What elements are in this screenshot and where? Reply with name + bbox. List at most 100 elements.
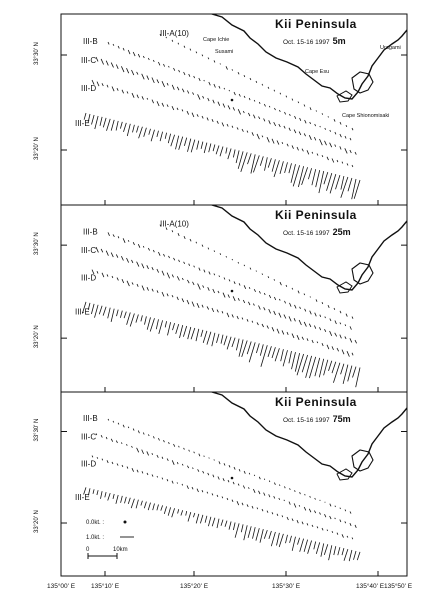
panel-frames — [60, 13, 408, 577]
velocity-vector — [195, 241, 197, 244]
velocity-vector — [156, 79, 160, 84]
velocity-vector — [253, 488, 256, 493]
velocity-vector — [217, 101, 221, 106]
velocity-vector — [156, 475, 158, 478]
velocity-vector — [115, 64, 119, 69]
velocity-vector — [263, 118, 266, 122]
velocity-vector — [177, 233, 180, 237]
velocity-vector — [316, 526, 319, 529]
velocity-vector — [288, 501, 291, 505]
velocity-vector — [223, 87, 226, 90]
velocity-vector — [189, 48, 192, 51]
velocity-vector — [311, 151, 314, 154]
velocity-vector — [115, 494, 119, 504]
velocity-vector — [127, 426, 130, 429]
panel-content: 33°30' N 33°20' N III-A(10) III-B III-C III-D… — [34, 14, 407, 576]
velocity-vector — [186, 485, 189, 489]
velocity-vector — [236, 127, 239, 130]
island-outline — [351, 71, 374, 94]
velocity-vector — [351, 127, 354, 131]
velocity-vector — [206, 331, 212, 345]
panel-depth: 75m — [333, 414, 351, 424]
velocity-vector — [207, 57, 210, 60]
velocity-vector — [283, 314, 287, 319]
velocity-vector — [107, 492, 111, 501]
velocity-vector — [183, 447, 185, 450]
transect-iii-a-10- — [159, 33, 354, 131]
velocity-vector — [278, 533, 284, 548]
velocity-vector — [211, 493, 214, 496]
lat-label: 33°20' N — [34, 510, 40, 533]
velocity-vector — [306, 150, 310, 155]
velocity-vector — [255, 270, 257, 272]
velocity-vector — [192, 92, 195, 95]
transect-iii-c — [95, 246, 357, 344]
velocity-vector — [131, 259, 134, 264]
velocity-vector — [101, 272, 105, 278]
velocity-vector — [195, 328, 200, 342]
velocity-vector — [328, 360, 333, 372]
lat-label: 33°30' N — [34, 232, 40, 255]
velocity-vector — [126, 280, 130, 287]
lat-label: 33°30' N — [34, 42, 40, 65]
velocity-vector — [226, 312, 230, 318]
velocity-vector — [243, 74, 246, 78]
velocity-vector — [222, 292, 226, 298]
velocity-vector — [177, 42, 180, 45]
transect-iii-e — [82, 301, 361, 388]
velocity-vector — [152, 503, 155, 511]
velocity-vector — [166, 104, 169, 107]
velocity-vector — [158, 320, 163, 335]
velocity-vector — [136, 261, 140, 267]
velocity-vector — [246, 341, 252, 355]
velocity-vector — [259, 344, 264, 356]
velocity-vector — [202, 95, 205, 99]
island-outline — [351, 262, 374, 285]
velocity-vector — [268, 105, 271, 108]
velocity-vector — [314, 497, 316, 500]
velocity-vector — [301, 521, 304, 525]
velocity-vector — [346, 163, 349, 166]
velocity-vector — [279, 298, 281, 301]
velocity-vector — [112, 493, 115, 499]
velocity-vector — [258, 116, 261, 120]
station-point — [230, 98, 234, 102]
velocity-vector — [291, 287, 294, 290]
velocity-vector — [131, 92, 135, 98]
velocity-vector — [271, 138, 275, 144]
velocity-vector — [297, 537, 300, 545]
velocity-vector — [121, 279, 125, 284]
velocity-vector — [258, 490, 261, 495]
velocity-vector — [186, 110, 189, 115]
velocity-vector — [248, 287, 251, 289]
velocity-vector — [279, 484, 281, 486]
velocity-vector — [176, 482, 178, 484]
velocity-vector — [349, 522, 352, 526]
velocity-vector — [226, 497, 229, 501]
velocity-vector — [190, 327, 196, 340]
velocity-vector — [96, 271, 99, 274]
velocity-vector — [274, 348, 280, 362]
velocity-vector — [184, 137, 188, 147]
velocity-vector — [339, 507, 341, 510]
velocity-vector — [222, 103, 226, 108]
velocity-vector — [173, 67, 176, 71]
transect-iii-e — [83, 487, 361, 562]
velocity-vector — [176, 86, 180, 91]
velocity-vector — [176, 276, 180, 281]
velocity-vector — [349, 149, 352, 154]
velocity-vector — [339, 133, 342, 138]
velocity-vector — [191, 486, 194, 490]
velocity-vector — [87, 113, 91, 123]
velocity-vector — [202, 330, 208, 344]
velocity-vector — [271, 159, 276, 172]
transect-label: III-E — [75, 119, 90, 128]
velocity-vector — [142, 55, 145, 59]
velocity-vector — [110, 308, 115, 322]
velocity-vector — [301, 354, 308, 373]
velocity-vector — [212, 99, 215, 104]
velocity-vector — [327, 304, 330, 308]
velocity-vector — [260, 345, 268, 367]
velocity-vector — [301, 167, 308, 186]
velocity-vector — [253, 289, 256, 292]
